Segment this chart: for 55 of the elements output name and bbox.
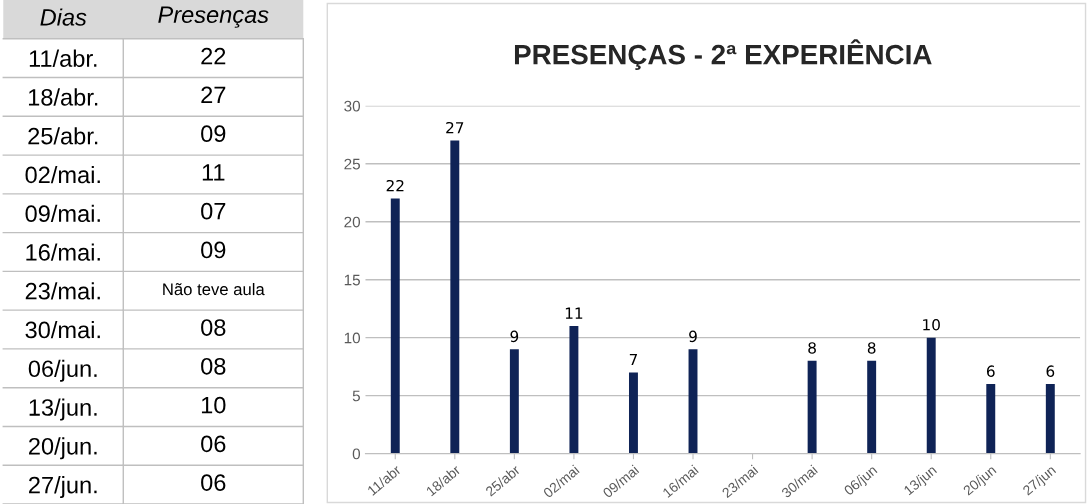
text: 06 — [201, 474, 226, 491]
bar — [390, 198, 400, 454]
data-label: 8 — [808, 342, 816, 354]
y-axis-title: Dias — [40, 8, 87, 26]
y-tick-label: 18/abr. — [28, 88, 98, 106]
data-label: 8 — [867, 342, 876, 354]
x-tick-label: Presenças — [158, 6, 269, 28]
bar — [867, 360, 877, 454]
chart-title: PRESENÇAS - 2ª EXPERIÊNCIA — [514, 39, 932, 70]
y-tick-label: 27/jun. — [29, 476, 97, 499]
bar — [509, 349, 519, 454]
text: Não teve aula — [163, 283, 265, 296]
data-label: 22 — [386, 179, 404, 192]
data-label: 6 — [1046, 365, 1055, 377]
text: 06 — [201, 435, 226, 453]
y-tick-label: 23/mai. — [25, 282, 100, 300]
text: 22 — [201, 47, 226, 65]
y-tick-label: 25 — [344, 158, 360, 170]
y-tick-label: 02/mai. — [25, 165, 100, 184]
text: 10 — [201, 396, 226, 414]
text: 27 — [201, 86, 226, 104]
data-label: 27 — [446, 121, 464, 134]
bar — [986, 384, 996, 454]
text: 11 — [202, 164, 225, 181]
bar — [629, 372, 638, 454]
bar — [569, 326, 579, 454]
text: 08 — [201, 357, 226, 375]
y-tick-label: 15 — [344, 274, 360, 286]
y-tick-label: 5 — [352, 390, 360, 402]
data-label: 6 — [986, 365, 995, 377]
bar — [1045, 384, 1055, 454]
bar — [926, 337, 936, 454]
y-tick-label: 30/mai. — [25, 320, 100, 339]
y-tick-label: 25/abr. — [28, 127, 98, 145]
y-tick-label: 13/jun. — [29, 398, 97, 421]
y-tick-label: 11/abr. — [29, 49, 97, 67]
data-label: 11 — [565, 307, 583, 319]
y-tick-label: 09/mai. — [25, 204, 100, 223]
y-tick-label: 16/mai. — [26, 243, 100, 261]
bar — [807, 360, 817, 454]
y-tick-label: 30 — [344, 100, 361, 112]
y-tick-label: 20 — [344, 216, 361, 228]
y-tick-label: 10 — [344, 332, 361, 344]
data-label: 10 — [923, 319, 940, 331]
y-tick-label: 06/jun. — [28, 359, 97, 382]
data-label: 9 — [510, 330, 519, 343]
data-label: 9 — [689, 330, 697, 343]
text: 07 — [201, 202, 226, 220]
data-label: 7 — [629, 353, 638, 366]
y-tick-label: 0 — [352, 448, 361, 460]
y-tick-label: 20/jun. — [29, 437, 97, 460]
text: 08 — [201, 319, 226, 336]
text: 09 — [201, 241, 226, 259]
bar — [450, 140, 460, 454]
text: 09 — [201, 125, 226, 143]
